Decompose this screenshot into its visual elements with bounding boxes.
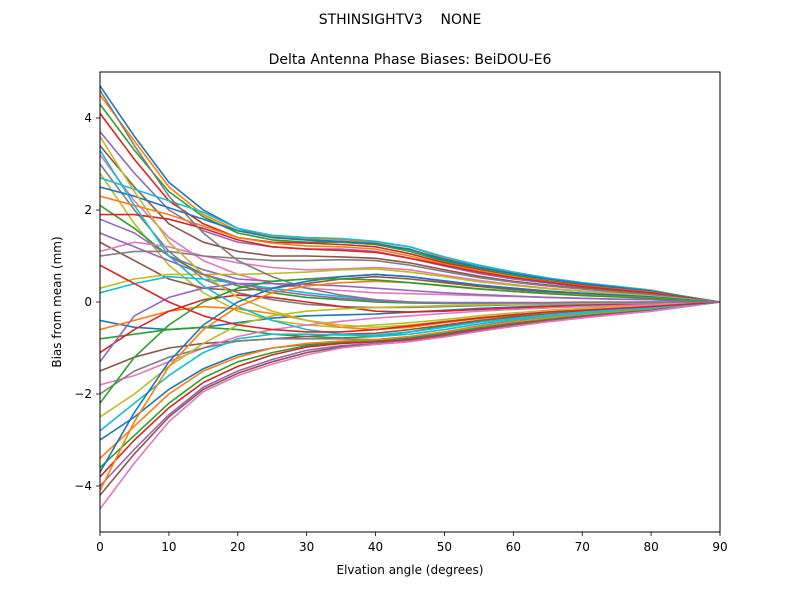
x-tick-label: 90 bbox=[712, 540, 727, 554]
series-lines bbox=[100, 85, 720, 510]
y-tick-label: −2 bbox=[74, 387, 92, 401]
series-line-45 bbox=[100, 232, 720, 304]
x-tick-label: 60 bbox=[506, 540, 521, 554]
y-axis-ticks: −4 −2 0 2 4 bbox=[74, 111, 100, 493]
x-tick-label: 30 bbox=[299, 540, 314, 554]
series-line-41 bbox=[100, 273, 720, 473]
series-line-25 bbox=[100, 282, 720, 363]
x-tick-label: 20 bbox=[230, 540, 245, 554]
series-line-44 bbox=[100, 264, 720, 333]
x-axis-label: Elvation angle (degrees) bbox=[337, 563, 484, 577]
x-tick-label: 10 bbox=[161, 540, 176, 554]
y-tick-label: 4 bbox=[84, 111, 92, 125]
y-tick-label: −4 bbox=[74, 479, 92, 493]
chart-title: Delta Antenna Phase Biases: BeiDOU-E6 bbox=[269, 52, 552, 68]
series-line-18 bbox=[100, 250, 720, 303]
y-axis-label: Bias from mean (mm) bbox=[50, 236, 64, 367]
series-line-43 bbox=[100, 278, 720, 404]
x-axis-ticks: 0 10 20 30 40 50 60 70 80 90 bbox=[96, 532, 728, 554]
series-line-30 bbox=[100, 301, 720, 432]
y-tick-label: 0 bbox=[84, 295, 92, 309]
series-line-37 bbox=[100, 301, 720, 510]
figure-suptitle: STHINSIGHTV3 NONE bbox=[319, 12, 482, 28]
series-line-10 bbox=[100, 177, 720, 303]
x-tick-label: 50 bbox=[437, 540, 452, 554]
x-tick-label: 0 bbox=[96, 540, 104, 554]
series-line-24 bbox=[100, 294, 720, 354]
series-line-6 bbox=[100, 145, 720, 303]
series-line-40 bbox=[100, 149, 720, 338]
series-line-32 bbox=[100, 301, 720, 459]
series-line-14 bbox=[100, 213, 720, 303]
x-tick-label: 80 bbox=[643, 540, 658, 554]
y-tick-label: 2 bbox=[84, 203, 92, 217]
x-tick-label: 70 bbox=[575, 540, 590, 554]
series-line-9 bbox=[100, 172, 720, 329]
x-tick-label: 40 bbox=[368, 540, 383, 554]
series-line-11 bbox=[100, 186, 720, 303]
